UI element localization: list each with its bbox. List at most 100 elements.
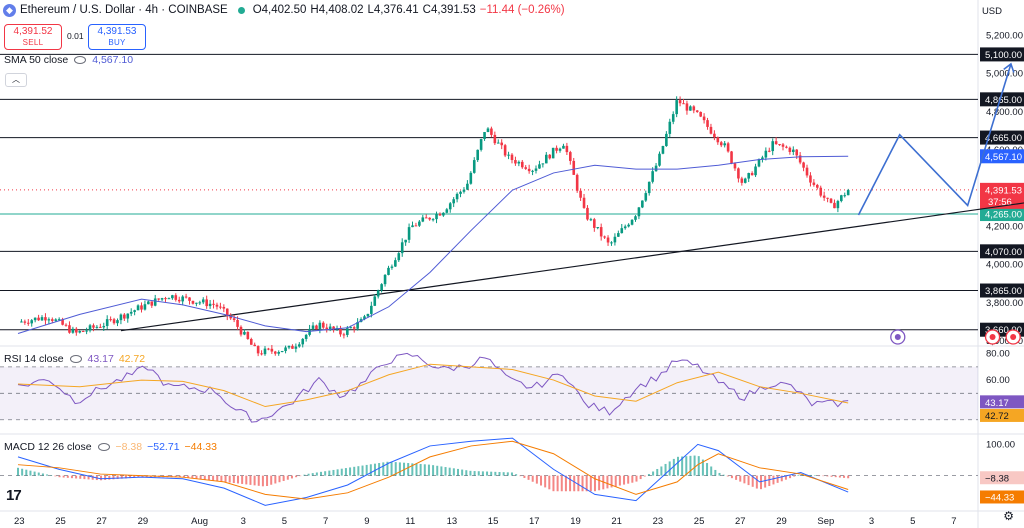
candle-body: [757, 159, 761, 167]
macd-histogram-bar: [253, 475, 256, 486]
candle-body: [816, 184, 819, 188]
candle-body: [88, 325, 92, 331]
tradingview-logo[interactable]: 17: [6, 487, 22, 504]
time-tick-label: 25: [55, 516, 66, 527]
symbol-title[interactable]: Ethereum / U.S. Dollar · 4h · COINBASE: [20, 4, 228, 16]
macd-histogram-bar: [818, 475, 821, 477]
macd-histogram-bar: [664, 463, 667, 476]
time-tick-label: 11: [405, 516, 415, 527]
candle-body: [112, 319, 116, 324]
macd-histogram-bar: [706, 463, 709, 476]
time-tick-label: 21: [611, 516, 622, 527]
candle-body: [133, 310, 136, 312]
macd-histogram-bar: [494, 471, 497, 476]
candle-body: [195, 302, 198, 304]
candle-body: [64, 324, 68, 326]
gear-icon[interactable]: ⚙: [1003, 509, 1014, 523]
macd-histogram-bar: [257, 475, 260, 486]
macd-histogram-bar: [423, 464, 426, 476]
level-price-label: 4,865.00: [985, 95, 1022, 106]
macd-histogram-bar: [523, 475, 526, 478]
ohlc-close: C4,391.53: [422, 4, 476, 16]
candle-body: [706, 120, 709, 127]
currency-label[interactable]: USD: [981, 6, 1002, 17]
macd-histogram-bar: [710, 466, 713, 476]
collapse-legend-button[interactable]: ︿: [5, 73, 27, 87]
eye-icon[interactable]: [69, 355, 82, 363]
candle-body: [181, 296, 184, 302]
sma-legend[interactable]: SMA 50 close 4,567.10: [4, 54, 133, 66]
candle-body: [349, 327, 353, 329]
rsi-value: 43.17: [87, 353, 114, 365]
level-price-label: 4,070.00: [985, 247, 1022, 258]
rsi-label: RSI 14 close: [4, 353, 64, 365]
candle-body: [562, 145, 565, 149]
buy-button[interactable]: 4,391.53 BUY: [88, 24, 146, 50]
macd-histogram-bar: [652, 471, 655, 476]
candle-body: [363, 316, 366, 320]
candle-body: [51, 319, 54, 321]
candle-body: [661, 146, 665, 154]
candle-body: [188, 297, 191, 301]
candle-body: [702, 116, 706, 121]
rsi-legend[interactable]: RSI 14 close 43.17 42.72: [4, 353, 145, 365]
candle-body: [298, 344, 301, 347]
candle-body: [740, 178, 744, 183]
candle-body: [208, 303, 212, 307]
candle-body: [263, 348, 267, 355]
macd-histogram-bar: [614, 475, 617, 487]
candle-body: [215, 304, 219, 307]
candle-body: [219, 306, 222, 308]
macd-histogram-bar: [108, 475, 111, 480]
candle-body: [322, 322, 325, 328]
macd-histogram-bar: [730, 475, 733, 479]
candle-body: [510, 154, 514, 161]
market-status-dot-icon: [237, 6, 245, 14]
eye-icon[interactable]: [97, 443, 110, 451]
macd-histogram-bar: [668, 461, 671, 476]
eye-icon[interactable]: [74, 56, 87, 64]
candle-body: [644, 193, 648, 201]
candle-body: [280, 351, 284, 353]
sell-button[interactable]: 4,391.52 SELL: [4, 24, 62, 50]
macd-legend[interactable]: MACD 12 26 close −8.38 −52.71 −44.33: [4, 441, 217, 453]
macd-histogram-bar: [373, 463, 376, 476]
macd-histogram-bar: [469, 470, 472, 476]
time-tick-label: 7: [323, 516, 328, 527]
candle-body: [764, 150, 768, 158]
candle-body: [160, 298, 164, 300]
macd-histogram-bar: [17, 467, 19, 476]
candle-body: [709, 126, 713, 134]
time-tick-label: 29: [138, 516, 149, 527]
macd-histogram-bar: [598, 475, 601, 491]
symbol-header: ◆ Ethereum / U.S. Dollar · 4h · COINBASE…: [0, 0, 569, 20]
price-tick-label: 5,000.00: [986, 69, 1023, 80]
time-tick-label: 23: [14, 516, 25, 527]
candle-body: [496, 142, 500, 144]
macd-histogram-bar: [751, 475, 754, 487]
candle-body: [723, 143, 726, 146]
candle-body: [623, 226, 627, 229]
candle-body: [627, 224, 630, 227]
macd-histogram-bar: [232, 475, 235, 483]
macd-histogram-bar: [66, 475, 69, 478]
candle-body: [737, 168, 740, 179]
candle-body: [246, 331, 250, 339]
rsi-ma-line: [17, 363, 849, 408]
candle-body: [318, 322, 322, 330]
macd-histogram-bar: [174, 475, 177, 478]
candle-body: [373, 296, 377, 306]
candle-body: [212, 303, 215, 305]
macd-histogram-bar: [490, 471, 493, 476]
candle-body: [459, 191, 462, 194]
macd-histogram-bar: [760, 475, 763, 490]
macd-line-value: −52.71: [147, 441, 180, 453]
candle-body: [153, 298, 157, 306]
candle-body: [778, 144, 781, 146]
candle-body: [826, 197, 829, 199]
candle-body: [685, 103, 689, 111]
macd-histogram-bar: [365, 464, 368, 476]
macd-histogram-bar: [606, 475, 609, 489]
macd-histogram-bar: [62, 475, 65, 478]
